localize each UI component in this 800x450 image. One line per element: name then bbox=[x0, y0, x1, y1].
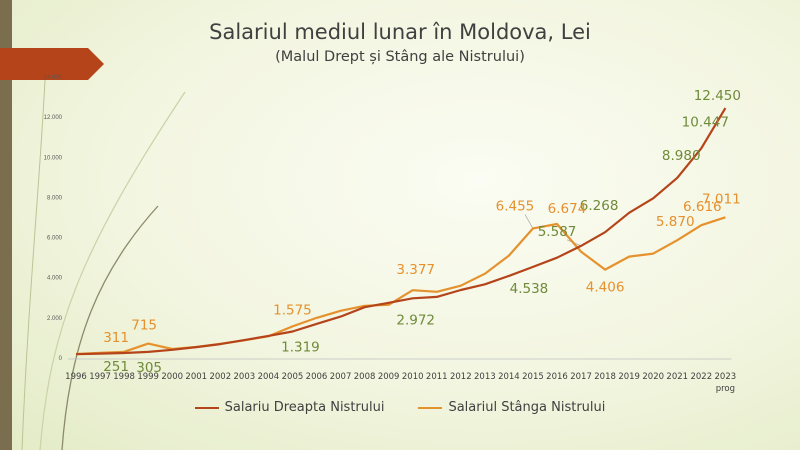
x-tick-label: 2013 bbox=[474, 372, 496, 382]
data-label: 6.616 bbox=[683, 199, 722, 215]
x-tick-label: 2023 bbox=[715, 372, 737, 382]
data-label: 8.980 bbox=[662, 148, 701, 164]
legend-label-left-bank: Salariul Stânga Nistrului bbox=[448, 400, 606, 415]
data-label: 6.674 bbox=[548, 201, 587, 217]
data-label: 6.455 bbox=[496, 198, 535, 214]
x-tick-label: 2018 bbox=[594, 372, 616, 382]
x-axis: 1996 1997 1998 1999 2000 2001 2002 2003 2004 2005… bbox=[65, 358, 737, 394]
x-tick-label: 2016 bbox=[546, 372, 568, 382]
left-border-strip bbox=[0, 0, 12, 450]
data-label: 5.587 bbox=[538, 224, 577, 240]
y-tick-label: 6.000 bbox=[47, 236, 63, 242]
x-tick-label-suffix: prog bbox=[716, 384, 735, 394]
x-tick-label: 1998 bbox=[113, 372, 135, 382]
legend-swatch-left-bank bbox=[418, 406, 443, 409]
decorative-curves bbox=[21, 79, 186, 450]
data-label: 4.538 bbox=[510, 281, 549, 297]
x-tick-label: 2005 bbox=[282, 372, 304, 382]
x-tick-label: 2008 bbox=[354, 372, 376, 382]
y-tick-label: 8.000 bbox=[47, 195, 63, 201]
x-tick-label: 2010 bbox=[402, 372, 424, 382]
x-tick-label: 2022 bbox=[690, 372, 712, 382]
x-tick-label: 2012 bbox=[450, 372, 472, 382]
data-label: 7.011 bbox=[702, 191, 741, 207]
legend-swatch-right-bank bbox=[194, 406, 219, 409]
series-line-right-bank bbox=[75, 107, 727, 356]
x-tick-label: 1997 bbox=[89, 372, 111, 382]
data-label: 1.575 bbox=[273, 302, 312, 318]
legend-item-right-bank: Salariu Dreapta Nistrului bbox=[194, 400, 385, 415]
x-tick-label: 2015 bbox=[522, 372, 544, 382]
x-tick-label: 2002 bbox=[209, 372, 231, 382]
x-tick-label: 2001 bbox=[185, 372, 207, 382]
x-tick-label: 2017 bbox=[570, 372, 592, 382]
x-tick-label: 2011 bbox=[426, 372, 448, 382]
chart-subtitle: (Malul Drept și Stâng ale Nistrului) bbox=[275, 49, 525, 65]
y-tick-label: 10.000 bbox=[44, 155, 63, 161]
data-label: 2.972 bbox=[396, 312, 435, 328]
data-label: 12.450 bbox=[694, 88, 741, 104]
x-tick-label: 2009 bbox=[378, 372, 400, 382]
data-label: 1.319 bbox=[281, 340, 320, 356]
y-tick-label: 12.000 bbox=[44, 115, 63, 121]
series-lines bbox=[75, 107, 727, 356]
legend-item-left-bank: Salariul Stânga Nistrului bbox=[418, 400, 605, 415]
x-tick-label: 2006 bbox=[306, 372, 328, 382]
data-label: 715 bbox=[131, 318, 157, 334]
x-tick-label: 2007 bbox=[330, 372, 352, 382]
y-axis: 0 2.000 4.000 6.000 8.000 10.000 12.000 14.000 bbox=[44, 75, 63, 362]
decor-curve bbox=[39, 91, 186, 450]
y-tick-label: 2.000 bbox=[47, 316, 63, 322]
x-tick-label: 2020 bbox=[642, 372, 664, 382]
data-label: 6.268 bbox=[580, 198, 619, 214]
leader-line bbox=[524, 214, 534, 229]
data-label: 251 bbox=[103, 359, 129, 375]
x-tick-label: 2000 bbox=[161, 372, 183, 382]
y-tick-label: 0 bbox=[59, 356, 63, 362]
series-line-left-bank bbox=[75, 216, 726, 356]
decor-curve bbox=[61, 205, 159, 450]
x-tick-label: 2004 bbox=[258, 372, 280, 382]
x-tick-label: 2019 bbox=[618, 372, 640, 382]
x-tick-label: 1996 bbox=[65, 372, 87, 382]
y-tick-label: 14.000 bbox=[44, 75, 63, 81]
legend: Salariu Dreapta Nistrului Salariul Stâng… bbox=[0, 400, 800, 415]
y-tick-label: 4.000 bbox=[47, 276, 63, 282]
legend-label-right-bank: Salariu Dreapta Nistrului bbox=[224, 400, 385, 415]
chart-title: Salariul mediul lunar în Moldova, Lei bbox=[209, 20, 591, 44]
data-label: 4.406 bbox=[586, 280, 625, 296]
data-label: 311 bbox=[103, 330, 129, 346]
data-label: 3.377 bbox=[396, 262, 435, 278]
arrow-banner-icon bbox=[0, 48, 104, 80]
data-label: 5.870 bbox=[656, 214, 695, 230]
data-label: 305 bbox=[136, 360, 162, 376]
data-label: 10.447 bbox=[682, 114, 729, 130]
decor-curve bbox=[21, 79, 46, 450]
x-tick-label: 1999 bbox=[137, 372, 159, 382]
x-tick-label: 2014 bbox=[498, 372, 520, 382]
x-tick-label: 2021 bbox=[666, 372, 688, 382]
x-tick-label: 2003 bbox=[234, 372, 256, 382]
